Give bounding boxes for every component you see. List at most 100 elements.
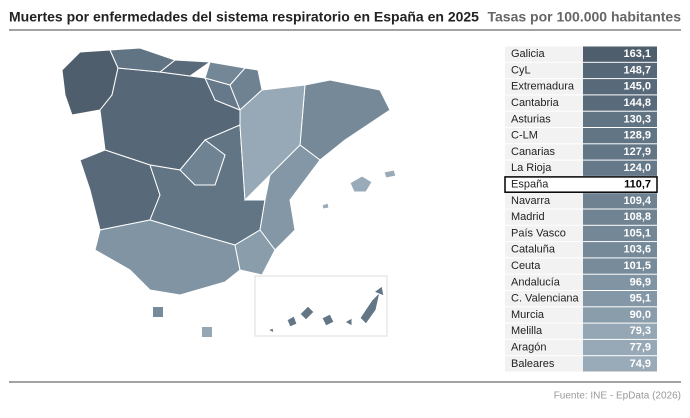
region-shape (349, 175, 373, 193)
region-shape (204, 61, 246, 86)
region-shape (234, 229, 276, 276)
value-cell (583, 323, 657, 339)
region-shape (383, 169, 397, 179)
region-shape (94, 219, 241, 296)
region-name: Navarra (511, 195, 551, 207)
region-shape (153, 307, 163, 317)
region-value: 110,7 (624, 178, 651, 190)
region-shape (359, 290, 381, 325)
name-cell (505, 209, 583, 225)
name-cell (505, 242, 583, 258)
region-value: 90,0 (630, 309, 651, 321)
name-cell (505, 323, 583, 339)
name-cell (505, 193, 583, 209)
region-name: Cataluña (511, 244, 556, 256)
name-cell (505, 339, 583, 356)
name-cell (505, 46, 583, 62)
value-cell (583, 339, 657, 356)
region-name: C-LM (511, 130, 538, 142)
name-cell (505, 160, 583, 176)
value-cell (583, 274, 657, 290)
region-name: Baleares (511, 358, 555, 370)
value-cell (583, 356, 657, 372)
name-cell (505, 274, 583, 290)
region-shape (239, 84, 306, 202)
region-value: 77,9 (630, 341, 651, 353)
region-shape (259, 144, 321, 251)
name-cell (505, 291, 583, 307)
region-shape (266, 327, 275, 334)
region-value: 124,0 (623, 162, 651, 174)
name-cell (505, 225, 583, 242)
source: Fuente: INE - EpData (2026) (554, 391, 681, 402)
region-shape (321, 202, 330, 210)
value-cell (583, 46, 657, 62)
region-name: Aragón (511, 341, 546, 353)
region-name: Cantabria (511, 97, 560, 109)
region-name: CyL (511, 64, 531, 76)
region-name: Andalucía (511, 276, 561, 288)
region-value: 144,8 (623, 97, 651, 109)
value-cell (583, 225, 657, 242)
name-cell (505, 128, 583, 144)
region-shape (321, 313, 335, 327)
highlight-row (504, 176, 658, 193)
value-cell (583, 258, 657, 274)
value-cell (583, 193, 657, 209)
value-cell (583, 144, 657, 160)
region-value: 105,1 (623, 227, 651, 239)
region-value: 108,8 (623, 211, 651, 223)
region-name: España (511, 178, 549, 190)
region-value: 103,6 (623, 244, 651, 256)
name-cell (505, 111, 583, 127)
subtitle: Tasas por 100.000 habitantes (488, 9, 682, 25)
region-value: 74,9 (630, 358, 651, 370)
region-value: 130,3 (623, 113, 651, 125)
value-cell (583, 291, 657, 307)
map (61, 47, 397, 337)
table: Galicia 163,1 CyL 148,7 Extremadura 145,0 Cant… (504, 46, 658, 372)
name-cell (505, 258, 583, 274)
name-cell (505, 62, 583, 79)
name-cell (505, 95, 583, 111)
region-shape (343, 317, 353, 327)
name-cell (505, 356, 583, 372)
region-shape (202, 327, 212, 337)
region-shape (372, 285, 385, 297)
region-name: C. Valenciana (511, 293, 580, 305)
name-cell (505, 144, 583, 160)
region-name: Canarias (511, 146, 556, 158)
region-name: Galicia (511, 48, 546, 60)
region-value: 128,9 (623, 130, 651, 142)
value-cell (583, 209, 657, 225)
region-name: Melilla (511, 325, 543, 337)
region-name: Extremadura (511, 81, 575, 93)
value-cell (583, 242, 657, 258)
region-shape (299, 305, 315, 321)
region-value: 101,5 (623, 260, 651, 272)
region-shape (179, 139, 226, 186)
value-cell (583, 62, 657, 79)
region-value: 163,1 (623, 48, 651, 60)
region-name: Madrid (511, 211, 545, 223)
region-shape (286, 315, 298, 328)
title: Muertes por enfermedades del sistema res… (9, 9, 479, 25)
region-name: Murcia (511, 309, 545, 321)
region-name: La Rioja (511, 162, 552, 174)
name-cell (505, 79, 583, 95)
region-value: 145,0 (623, 81, 651, 93)
name-cell (505, 307, 583, 323)
region-value: 79,3 (630, 325, 651, 337)
region-name: Ceuta (511, 260, 541, 272)
region-value: 127,9 (623, 146, 651, 158)
region-name: País Vasco (511, 227, 566, 239)
value-cell (583, 307, 657, 323)
region-value: 95,1 (630, 293, 651, 305)
value-cell (583, 111, 657, 127)
canarias-inset (254, 275, 388, 337)
region-value: 109,4 (623, 195, 651, 207)
value-cell (583, 95, 657, 111)
value-cell (583, 160, 657, 176)
region-value: 148,7 (623, 64, 651, 76)
